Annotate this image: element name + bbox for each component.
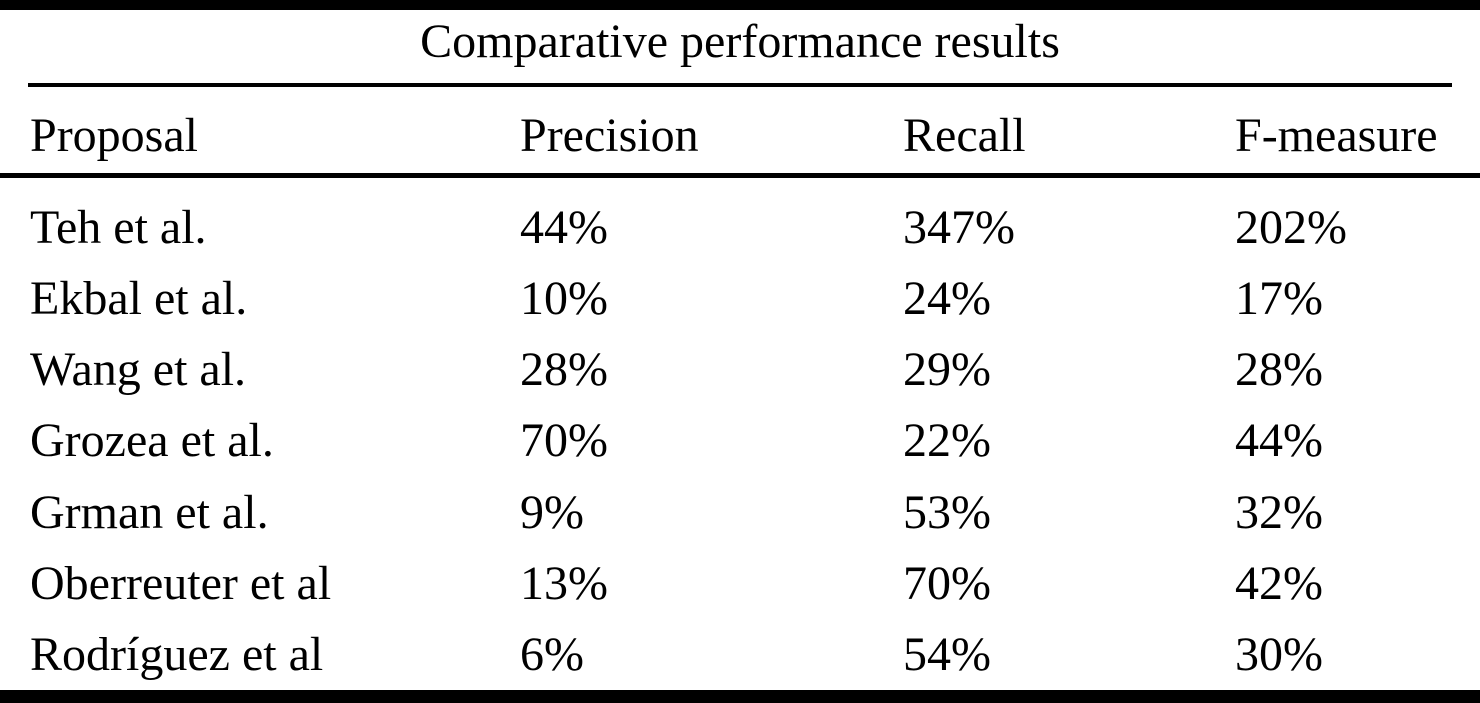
table-row: Grman et al. 9% 53% 32% xyxy=(30,477,1480,548)
cell-precision: 6% xyxy=(520,627,584,681)
cell-precision: 10% xyxy=(520,272,608,326)
cell-recall: 24% xyxy=(903,272,991,326)
cell-precision: 9% xyxy=(520,485,584,539)
cell-f-measure: 202% xyxy=(1235,201,1347,255)
cell-recall: 29% xyxy=(903,343,991,397)
cell-proposal: Rodríguez et al xyxy=(30,627,324,681)
column-header-precision: Precision xyxy=(520,108,699,162)
cell-recall: 54% xyxy=(903,627,991,681)
cell-proposal: Grozea et al. xyxy=(30,414,274,468)
cell-proposal: Teh et al. xyxy=(30,201,207,255)
table-body: Teh et al. 44% 347% 202% Ekbal et al. 10… xyxy=(30,178,1480,690)
column-header-proposal: Proposal xyxy=(30,108,198,162)
table-header-row: Proposal Precision Recall F-measure xyxy=(30,103,1480,167)
cell-proposal: Wang et al. xyxy=(30,343,247,397)
title-divider-rule xyxy=(28,83,1452,87)
table-row: Wang et al. 28% 29% 28% xyxy=(30,334,1480,405)
cell-f-measure: 42% xyxy=(1235,556,1323,610)
cell-recall: 53% xyxy=(903,485,991,539)
cell-precision: 70% xyxy=(520,414,608,468)
cell-f-measure: 32% xyxy=(1235,485,1323,539)
column-header-f-measure: F-measure xyxy=(1235,108,1438,162)
cell-precision: 28% xyxy=(520,343,608,397)
table-title: Comparative performance results xyxy=(420,15,1060,68)
cell-f-measure: 17% xyxy=(1235,272,1323,326)
table-row: Teh et al. 44% 347% 202% xyxy=(30,192,1480,263)
table-top-border xyxy=(0,0,1480,10)
cell-recall: 347% xyxy=(903,201,1015,255)
cell-precision: 13% xyxy=(520,556,608,610)
cell-f-measure: 30% xyxy=(1235,627,1323,681)
cell-proposal: Oberreuter et al xyxy=(30,556,332,610)
header-divider-rule xyxy=(0,173,1480,178)
column-header-recall: Recall xyxy=(903,108,1026,162)
table-row: Grozea et al. 70% 22% 44% xyxy=(30,405,1480,476)
cell-recall: 22% xyxy=(903,414,991,468)
cell-precision: 44% xyxy=(520,201,608,255)
cell-f-measure: 44% xyxy=(1235,414,1323,468)
cell-proposal: Grman et al. xyxy=(30,485,269,539)
table-row: Oberreuter et al 13% 70% 42% xyxy=(30,548,1480,619)
cell-proposal: Ekbal et al. xyxy=(30,272,248,326)
table-row: Rodríguez et al 6% 54% 30% xyxy=(30,619,1480,690)
cell-recall: 70% xyxy=(903,556,991,610)
table-row: Ekbal et al. 10% 24% 17% xyxy=(30,263,1480,334)
cell-f-measure: 28% xyxy=(1235,343,1323,397)
table-bottom-border xyxy=(0,690,1480,703)
